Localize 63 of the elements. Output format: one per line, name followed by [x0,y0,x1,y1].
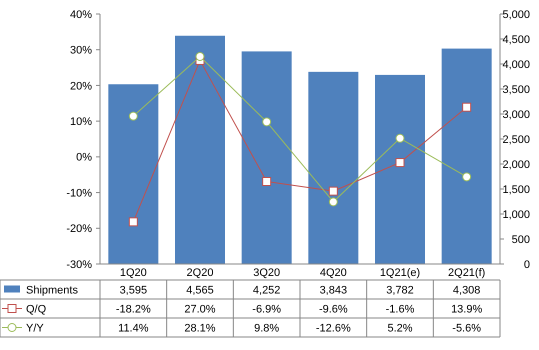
x-tick-label: 3Q20 [253,266,280,279]
legend-label: Q/Q [26,303,47,316]
point [262,117,272,126]
y2-tick-label: 3,500 [502,84,530,96]
data-label: 11.4% [118,322,149,334]
bar [242,51,292,264]
y2-tick-label: 1,500 [502,184,530,196]
y-tick-label: -30% [66,258,92,271]
x-tick-label: 1Q21(e) [380,266,420,279]
data-label: -1.6% [386,303,415,316]
data-label: 9.8% [254,322,280,334]
data-label: 3,843 [320,284,348,296]
y-tick-label: -20% [66,223,92,236]
point [262,177,272,186]
data-label: 13.9% [451,303,482,316]
y2-tick-label: 5,000 [502,8,530,21]
point [328,186,338,196]
point [396,134,404,143]
y2-tick-label: 4,000 [502,58,530,71]
data-label: 3,782 [386,284,414,296]
data-label: -6.9% [252,303,282,316]
data-label: 4,308 [452,284,480,296]
point [196,52,204,61]
y2-tick-label: 4,500 [502,34,530,46]
data-label: -5.6% [452,322,482,334]
x-tick-label: 2Q21(f) [448,266,486,279]
bar [108,84,158,264]
bar [375,74,425,264]
data-label: 4,565 [186,284,214,296]
y2-tick-label: 2,500 [502,134,530,146]
data-label: 28.1% [184,322,216,334]
point [328,197,338,206]
y-tick-label: -10% [66,187,92,200]
x-tick-label: 4Q20 [320,266,347,279]
data-label: 27.0% [184,303,216,316]
data-label: -18.2% [116,303,151,316]
x-tick-label: 2Q20 [186,266,214,279]
bar [442,48,492,264]
point [462,172,472,182]
point [128,112,138,121]
x-tick-label: 1Q20 [120,266,147,279]
point [396,158,404,168]
y2-tick-label: 500 [512,234,530,246]
legend-label: Y/Y [26,322,44,334]
y-tick-label: 10% [70,116,92,128]
bar [175,36,225,264]
y2-tick-label: 1,000 [502,208,530,221]
legend-label: Shipments [26,284,78,296]
y2-tick-label: 3,000 [502,108,530,121]
point [128,217,138,226]
data-label: -12.6% [316,322,351,334]
data-label: 4,252 [252,284,280,296]
data-label: -9.6% [318,303,348,316]
y2-tick-label: 2,000 [502,158,530,171]
bar [308,72,358,264]
y-tick-label: 0% [76,152,92,164]
y-tick-label: 20% [70,80,92,92]
data-label: 5.2% [387,322,413,334]
point [462,102,472,112]
y2-tick-label: 0 [524,258,530,271]
data-label: 3,595 [120,284,148,296]
y-tick-label: 40% [70,8,92,21]
y-tick-label: 30% [70,44,92,57]
